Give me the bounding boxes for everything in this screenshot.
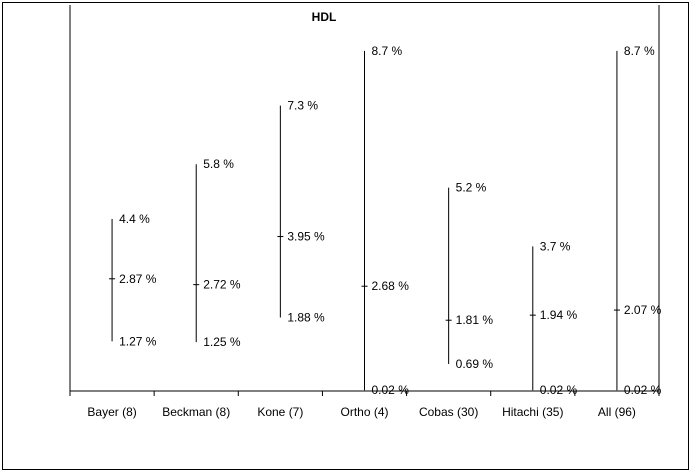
category-label: Kone (7) [257,405,303,419]
mean-label: 2.87 % [119,272,157,286]
min-label: 1.88 % [287,310,325,324]
max-label: 8.7 % [624,44,655,58]
max-label: 4.4 % [119,212,150,226]
min-label: 1.25 % [203,335,241,349]
min-label: 0.02 % [540,383,578,397]
max-label: 3.7 % [540,239,571,253]
max-label: 7.3 % [287,99,318,113]
min-label: 0.69 % [456,357,494,371]
category-label: All (96) [598,405,636,419]
mean-label: 3.95 % [287,230,325,244]
min-label: 1.27 % [119,334,157,348]
max-label: 8.7 % [372,44,403,58]
category-label: Hitachi (35) [502,405,563,419]
category-label: Beckman (8) [162,405,230,419]
mean-label: 1.81 % [456,313,494,327]
max-label: 5.8 % [203,157,234,171]
category-label: Cobas (30) [419,405,478,419]
mean-label: 2.72 % [203,278,241,292]
min-label: 0.02 % [624,383,662,397]
mean-label: 1.94 % [540,308,578,322]
category-label: Ortho (4) [340,405,388,419]
min-label: 0.02 % [372,383,410,397]
mean-label: 2.07 % [624,303,662,317]
mean-label: 2.68 % [372,279,410,293]
chart-title: HDL [312,10,337,24]
max-label: 5.2 % [456,181,487,195]
category-label: Bayer (8) [87,405,136,419]
